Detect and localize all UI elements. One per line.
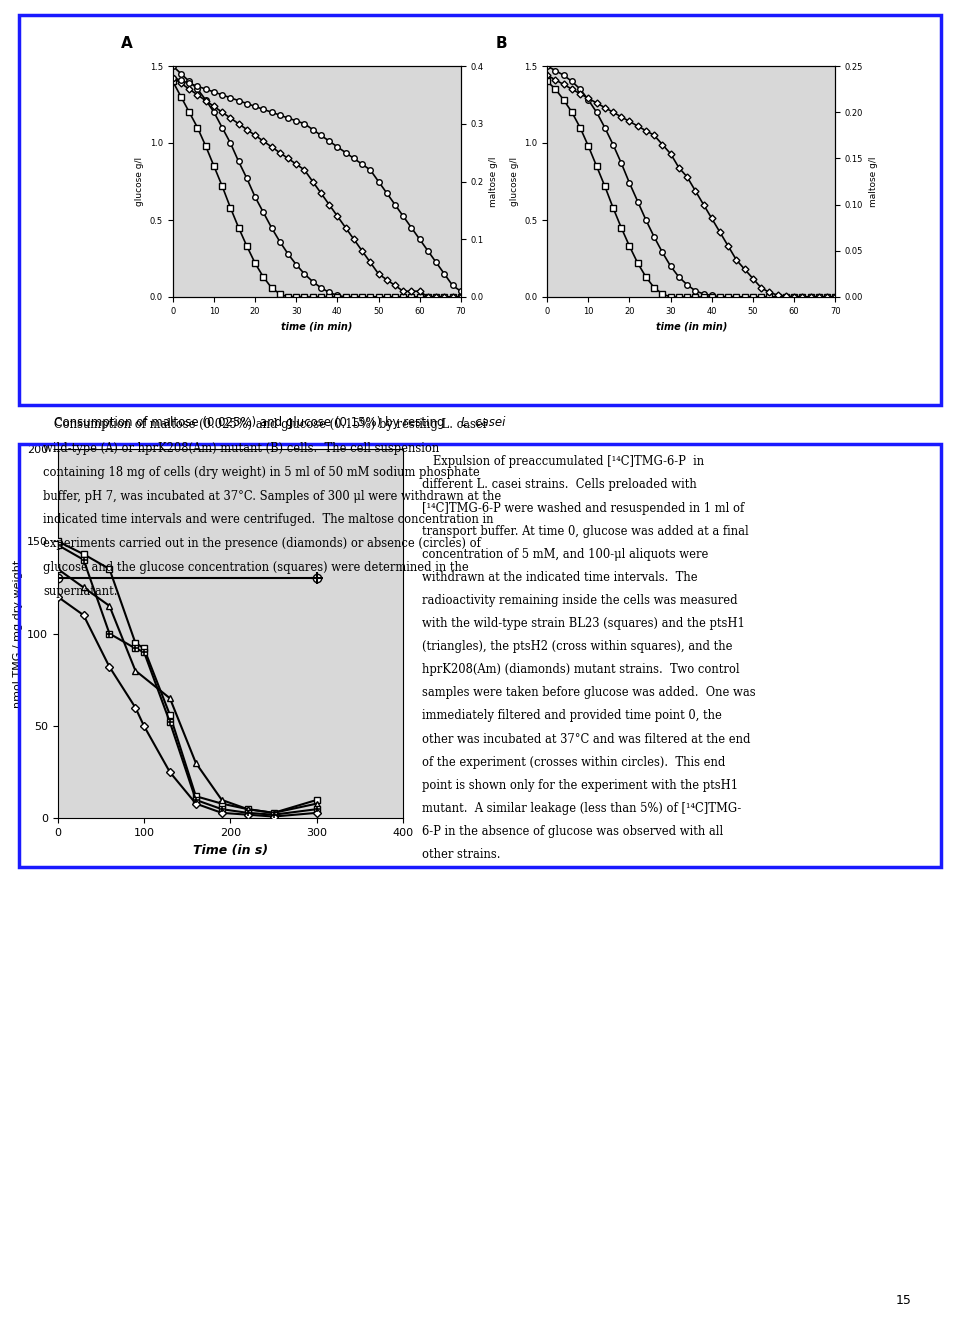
Text: A: A	[121, 36, 132, 50]
Text: other strains.: other strains.	[422, 849, 501, 861]
Text: withdrawn at the indicated time intervals.  The: withdrawn at the indicated time interval…	[422, 570, 698, 583]
Y-axis label: glucose g/l: glucose g/l	[135, 157, 144, 206]
X-axis label: time (in min): time (in min)	[281, 321, 352, 331]
Text: containing 18 mg of cells (dry weight) in 5 ml of 50 mM sodium phosphate: containing 18 mg of cells (dry weight) i…	[43, 466, 480, 479]
Text: indicated time intervals and were centrifuged.  The maltose concentration in: indicated time intervals and were centri…	[43, 513, 493, 527]
Y-axis label: nmol TMG / mg dry weight: nmol TMG / mg dry weight	[12, 560, 23, 708]
Text: buffer, pH 7, was incubated at 37°C. Samples of 300 μl were withdrawn at the: buffer, pH 7, was incubated at 37°C. Sam…	[43, 490, 501, 503]
Text: Expulsion of preaccumulated [¹⁴C]TMG-6-P  in: Expulsion of preaccumulated [¹⁴C]TMG-6-P…	[422, 455, 705, 469]
Text: transport buffer. At time 0, glucose was added at a final: transport buffer. At time 0, glucose was…	[422, 524, 749, 537]
Text: radioactivity remaining inside the cells was measured: radioactivity remaining inside the cells…	[422, 594, 738, 607]
Text: L. casei: L. casei	[461, 416, 505, 429]
Text: (triangles), the ptsH2 (cross within squares), and the: (triangles), the ptsH2 (cross within squ…	[422, 640, 732, 653]
Text: 15: 15	[896, 1294, 912, 1307]
Text: point is shown only for the experiment with the ptsH1: point is shown only for the experiment w…	[422, 779, 738, 792]
Text: Consumption of maltose (0.025%) and glucose (0.15%) by resting L. casei: Consumption of maltose (0.025%) and gluc…	[43, 418, 487, 432]
X-axis label: time (in min): time (in min)	[656, 321, 727, 331]
Text: supernatant.: supernatant.	[43, 585, 118, 598]
Text: wild-type (A) or hprK208(Am) mutant (B) cells.  The cell suspension: wild-type (A) or hprK208(Am) mutant (B) …	[43, 442, 440, 455]
Text: with the wild-type strain BL23 (squares) and the ptsH1: with the wild-type strain BL23 (squares)…	[422, 618, 745, 630]
Text: immediately filtered and provided time point 0, the: immediately filtered and provided time p…	[422, 710, 722, 722]
Text: different L. casei strains.  Cells preloaded with: different L. casei strains. Cells preloa…	[422, 478, 697, 491]
Text: [¹⁴C]TMG-6-P were washed and resuspended in 1 ml of: [¹⁴C]TMG-6-P were washed and resuspended…	[422, 502, 745, 515]
Y-axis label: glucose g/l: glucose g/l	[510, 157, 518, 206]
Text: mutant.  A similar leakage (less than 5%) of [¹⁴C]TMG-: mutant. A similar leakage (less than 5%)…	[422, 801, 742, 814]
Text: B: B	[495, 36, 507, 50]
Y-axis label: maltose g/l: maltose g/l	[869, 156, 877, 207]
Text: hprK208(Am) (diamonds) mutant strains.  Two control: hprK208(Am) (diamonds) mutant strains. T…	[422, 663, 740, 676]
Text: of the experiment (crosses within circles).  This end: of the experiment (crosses within circle…	[422, 755, 726, 768]
Text: 6-P in the absence of glucose was observed with all: 6-P in the absence of glucose was observ…	[422, 825, 724, 838]
Text: concentration of 5 mM, and 100-μl aliquots were: concentration of 5 mM, and 100-μl aliquo…	[422, 548, 708, 561]
Y-axis label: maltose g/l: maltose g/l	[490, 156, 498, 207]
Text: other was incubated at 37°C and was filtered at the end: other was incubated at 37°C and was filt…	[422, 733, 751, 746]
Text: samples were taken before glucose was added.  One was: samples were taken before glucose was ad…	[422, 686, 756, 700]
Text: glucose and the glucose concentration (squares) were determined in the: glucose and the glucose concentration (s…	[43, 561, 468, 574]
Text: Consumption of maltose (0.025%) and glucose (0.15%) by resting: Consumption of maltose (0.025%) and gluc…	[43, 416, 448, 429]
Text: experiments carried out in the presence (diamonds) or absence (circles) of: experiments carried out in the presence …	[43, 537, 481, 550]
X-axis label: Time (in s): Time (in s)	[193, 843, 268, 857]
